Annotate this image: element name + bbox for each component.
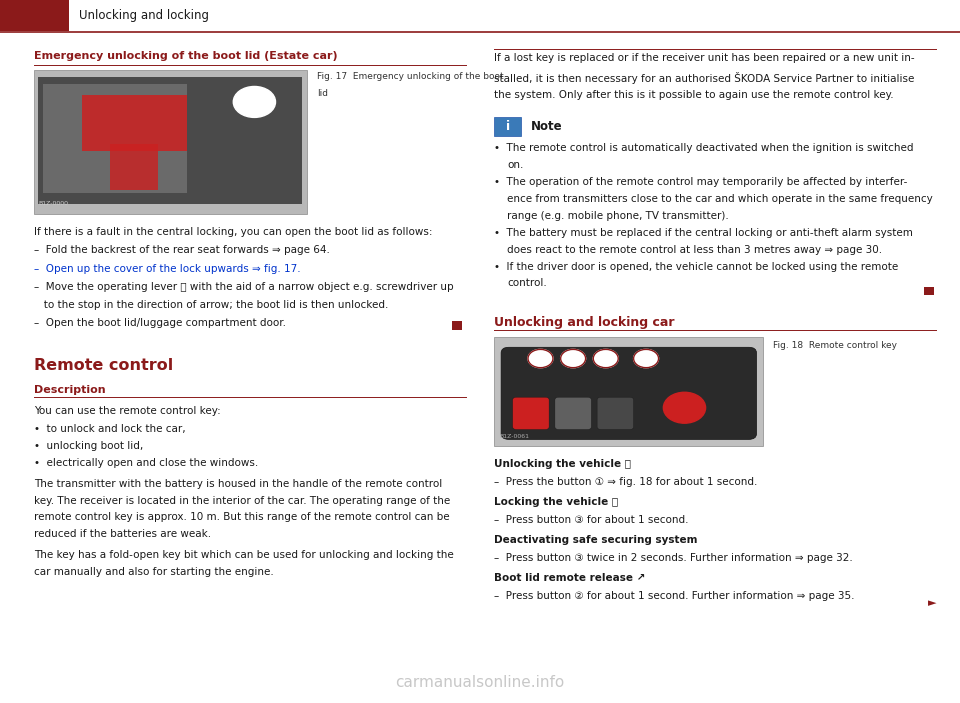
Text: range (e.g. mobile phone, TV transmitter).: range (e.g. mobile phone, TV transmitter… [507,211,729,221]
Text: ence from transmitters close to the car and which operate in the same frequency: ence from transmitters close to the car … [507,194,932,204]
Text: 36: 36 [26,9,43,22]
Bar [0,0,69,31]
FancyBboxPatch shape [513,397,549,430]
Bar [43,84,187,193]
Text: 2: 2 [571,350,575,359]
Text: A: A [250,91,259,103]
Text: The key has a fold-open key bit which can be used for unlocking and locking the: The key has a fold-open key bit which ca… [34,550,453,560]
Text: Note: Note [531,120,563,133]
Bar [452,321,462,330]
Text: –  Press button ③ for about 1 second.: – Press button ③ for about 1 second. [494,515,689,525]
Text: –  Press button ② for about 1 second. Further information ⇒ page 35.: – Press button ② for about 1 second. Fur… [494,591,855,601]
Text: 4: 4 [643,350,649,359]
Text: –  Press the button ① ⇒ fig. 18 for about 1 second.: – Press the button ① ⇒ fig. 18 for about… [494,477,757,487]
Text: •  to unlock and lock the car,: • to unlock and lock the car, [34,424,185,434]
Text: •  electrically open and close the windows.: • electrically open and close the window… [34,458,258,467]
Text: Fig. 17  Emergency unlocking of the boot: Fig. 17 Emergency unlocking of the boot [317,72,503,81]
Text: i: i [506,120,510,133]
Circle shape [663,392,706,423]
Circle shape [593,349,618,368]
Text: Emergency unlocking of the boot lid (Estate car): Emergency unlocking of the boot lid (Est… [34,51,337,60]
Text: Remote control: Remote control [34,358,173,373]
Text: –  Open the boot lid/luggage compartment door.: – Open the boot lid/luggage compartment … [34,318,286,328]
Bar [494,117,521,136]
Circle shape [233,86,276,117]
Text: reduced if the batteries are weak.: reduced if the batteries are weak. [34,529,211,539]
Bar [34,70,307,214]
Text: –  Move the operating lever Ⓐ with the aid of a narrow object e.g. screwdriver u: – Move the operating lever Ⓐ with the ai… [34,282,453,292]
Circle shape [634,349,659,368]
FancyBboxPatch shape [597,397,634,430]
Text: the system. Only after this is it possible to again use the remote control key.: the system. Only after this is it possib… [494,90,894,100]
Text: Unlocking and locking: Unlocking and locking [79,9,208,22]
FancyBboxPatch shape [555,397,591,430]
Text: •  The operation of the remote control may temporarily be affected by interfer-: • The operation of the remote control ma… [494,177,908,187]
Text: on.: on. [507,160,523,170]
Text: carmanualsonline.info: carmanualsonline.info [396,676,564,690]
Text: •  unlocking boot lid,: • unlocking boot lid, [34,441,143,451]
Text: stalled, it is then necessary for an authorised ŠKODA Service Partner to initial: stalled, it is then necessary for an aut… [494,72,915,84]
Text: Description: Description [34,385,106,394]
Text: •  If the driver door is opened, the vehicle cannot be locked using the remote: • If the driver door is opened, the vehi… [494,262,899,271]
Bar [38,77,302,204]
Text: If a lost key is replaced or if the receiver unit has been repaired or a new uni: If a lost key is replaced or if the rece… [494,53,915,63]
FancyBboxPatch shape [501,347,756,439]
Text: Boot lid remote release ↗: Boot lid remote release ↗ [494,573,646,583]
Text: does react to the remote control at less than 3 metres away ⇒ page 30.: does react to the remote control at less… [507,245,882,254]
Text: car manually and also for starting the engine.: car manually and also for starting the e… [34,567,274,577]
Text: Fig. 18  Remote control key: Fig. 18 Remote control key [773,341,897,350]
Bar [924,287,934,295]
Bar [110,144,158,190]
Circle shape [528,349,553,368]
Text: Deactivating safe securing system: Deactivating safe securing system [494,535,698,545]
Text: •  The remote control is automatically deactivated when the ignition is switched: • The remote control is automatically de… [494,143,914,153]
Text: Locking the vehicle 🔒: Locking the vehicle 🔒 [494,497,618,507]
Text: control.: control. [507,278,546,288]
Text: –  Open up the cover of the lock upwards ⇒ fig. 17.: – Open up the cover of the lock upwards … [34,264,300,273]
Text: You can use the remote control key:: You can use the remote control key: [34,406,221,415]
Text: to the stop in the direction of arrow; the boot lid is then unlocked.: to the stop in the direction of arrow; t… [34,300,388,310]
Text: The transmitter with the battery is housed in the handle of the remote control: The transmitter with the battery is hous… [34,479,442,489]
Text: Unlocking the vehicle 🔓: Unlocking the vehicle 🔓 [494,459,632,469]
Text: B1Z-0000: B1Z-0000 [38,201,68,206]
Bar [82,95,187,151]
Text: 1: 1 [539,350,542,359]
Text: ►: ► [927,598,936,608]
Text: B1Z-0061: B1Z-0061 [499,434,529,439]
Text: 3: 3 [603,350,609,359]
Text: –  Fold the backrest of the rear seat forwards ⇒ page 64.: – Fold the backrest of the rear seat for… [34,245,329,255]
Bar [494,337,763,446]
Text: –  Press button ③ twice in 2 seconds. Further information ⇒ page 32.: – Press button ③ twice in 2 seconds. Fur… [494,553,853,563]
Text: Unlocking and locking car: Unlocking and locking car [494,316,675,329]
Text: key. The receiver is located in the interior of the car. The operating range of : key. The receiver is located in the inte… [34,496,450,505]
Text: lid: lid [317,89,327,98]
Text: If there is a fault in the central locking, you can open the boot lid as follows: If there is a fault in the central locki… [34,227,432,237]
Text: remote control key is approx. 10 m. But this range of the remote control can be: remote control key is approx. 10 m. But … [34,512,449,522]
Text: •  The battery must be replaced if the central locking or anti-theft alarm syste: • The battery must be replaced if the ce… [494,228,913,238]
Circle shape [561,349,586,368]
